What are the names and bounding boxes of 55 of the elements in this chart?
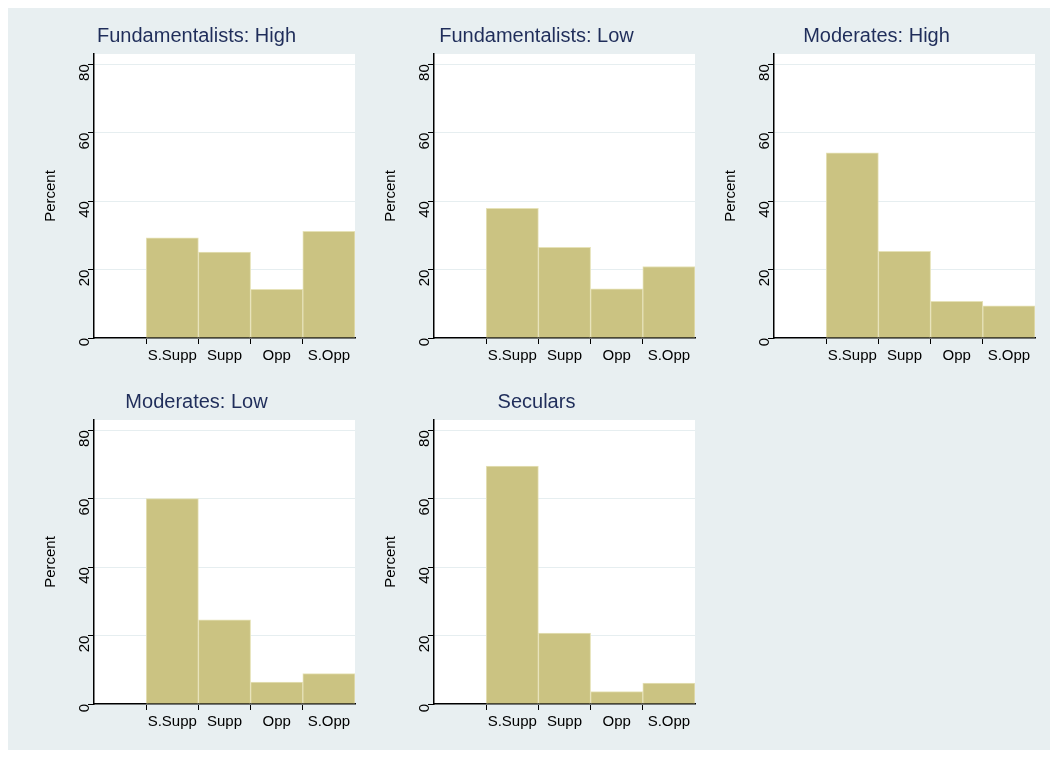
y-tick-label: 40 bbox=[75, 567, 93, 584]
x-tick-label: Supp bbox=[886, 346, 923, 364]
y-tick-label: 0 bbox=[75, 704, 93, 713]
y-tick-label: 40 bbox=[415, 567, 433, 584]
y-tick-label: 20 bbox=[75, 269, 93, 287]
y-tick-label: 60 bbox=[415, 132, 433, 150]
y-tick-label: 0 bbox=[415, 338, 433, 347]
x-tick-label: S.Supp bbox=[487, 712, 537, 730]
y-tick-label: 40 bbox=[415, 201, 433, 218]
y-tick-label: 60 bbox=[75, 498, 93, 516]
y-axis-title: Percent bbox=[41, 169, 59, 222]
chart-title: Moderates: High bbox=[803, 23, 950, 46]
x-tick-label: S.Opp bbox=[307, 346, 351, 364]
chart-title: Fundamentalists: High bbox=[97, 23, 296, 46]
x-tick-label: S.Supp bbox=[487, 346, 537, 364]
y-tick-label: 40 bbox=[755, 201, 773, 218]
y-tick-label: 80 bbox=[75, 64, 93, 81]
x-tick-label: Supp bbox=[546, 712, 583, 730]
chart-title: Moderates: Low bbox=[125, 389, 269, 412]
x-tick-label: S.Opp bbox=[987, 346, 1031, 364]
y-tick-label: 20 bbox=[75, 635, 93, 653]
y-tick-label: 20 bbox=[415, 635, 433, 653]
y-axis-title: Percent bbox=[41, 535, 59, 588]
chart-title: Fundamentalists: Low bbox=[439, 23, 635, 46]
y-tick-label: 60 bbox=[755, 132, 773, 150]
y-tick-label: 0 bbox=[755, 338, 773, 347]
x-tick-label: S.Supp bbox=[147, 346, 197, 364]
x-tick-label: Supp bbox=[206, 712, 243, 730]
x-tick-label: S.Opp bbox=[307, 712, 351, 730]
y-tick-label: 0 bbox=[75, 338, 93, 347]
x-tick-label: Opp bbox=[262, 346, 291, 364]
y-tick-label: 60 bbox=[415, 498, 433, 516]
x-tick-label: Opp bbox=[602, 346, 631, 364]
y-axis-title: Percent bbox=[721, 169, 739, 222]
y-tick-label: 20 bbox=[755, 269, 773, 287]
y-tick-label: 80 bbox=[75, 430, 93, 447]
y-tick-label: 80 bbox=[755, 64, 773, 81]
x-tick-label: S.Supp bbox=[147, 712, 197, 730]
x-tick-label: S.Opp bbox=[647, 346, 691, 364]
y-axis-title: Percent bbox=[381, 169, 399, 222]
x-tick-label: S.Opp bbox=[647, 712, 691, 730]
x-tick-label: Opp bbox=[262, 712, 291, 730]
chart-title: Seculars bbox=[497, 389, 576, 412]
x-tick-label: Supp bbox=[546, 346, 583, 364]
x-tick-label: Supp bbox=[206, 346, 243, 364]
x-tick-label: S.Supp bbox=[827, 346, 877, 364]
y-tick-label: 80 bbox=[415, 430, 433, 447]
y-axis-title: Percent bbox=[381, 535, 399, 588]
y-tick-label: 0 bbox=[415, 704, 433, 713]
x-tick-label: Opp bbox=[602, 712, 631, 730]
x-tick-label: Opp bbox=[942, 346, 971, 364]
y-tick-label: 80 bbox=[415, 64, 433, 81]
y-tick-label: 20 bbox=[415, 269, 433, 287]
y-tick-label: 40 bbox=[75, 201, 93, 218]
y-tick-label: 60 bbox=[75, 132, 93, 150]
